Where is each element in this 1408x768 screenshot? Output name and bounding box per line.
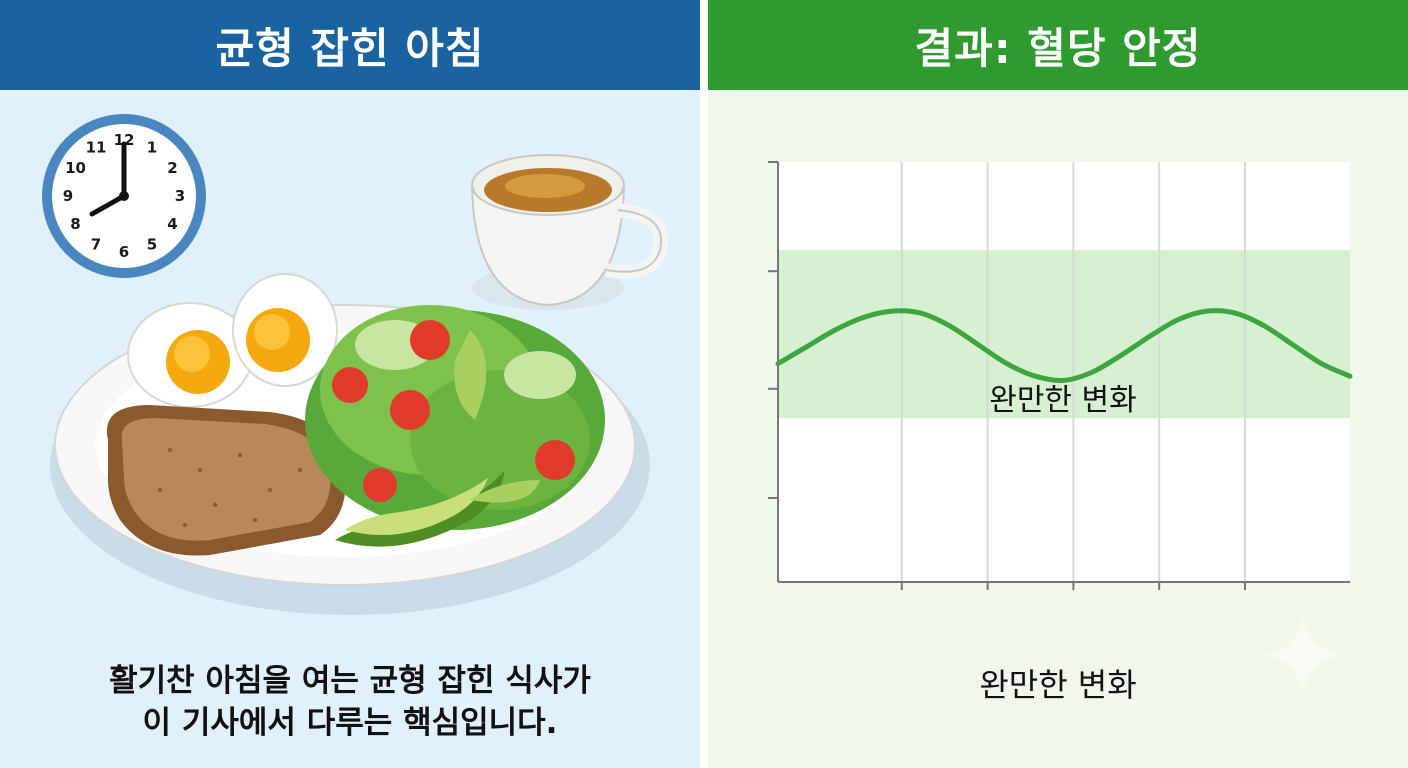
left-caption-line1: 활기찬 아침을 여는 균형 잡힌 식사가 xyxy=(109,663,591,699)
salad-icon xyxy=(305,305,605,547)
grid-lines xyxy=(900,162,1246,582)
right-panel: 결과: 혈당 안정 완만한 변화 완만한 변화 xyxy=(708,0,1408,768)
boiled-eggs-icon xyxy=(127,273,338,408)
stable-range-band xyxy=(778,250,1350,419)
right-title: 결과: 혈당 안정 xyxy=(914,23,1202,73)
left-panel: 균형 잡힌 아침 12 1 2 3 4 5 6 7 8 9 10 11 xyxy=(0,0,700,768)
blood-sugar-chart: 완만한 변화 xyxy=(768,161,1353,590)
clock-number: 3 xyxy=(175,187,185,205)
blood-sugar-line xyxy=(775,308,1353,384)
clock-number: 9 xyxy=(63,187,73,205)
clock-number: 1 xyxy=(147,139,157,157)
clock-number: 8 xyxy=(70,215,80,233)
tea-cup-icon xyxy=(470,154,669,310)
x-ticks xyxy=(900,582,1246,590)
clock-number: 5 xyxy=(147,236,157,254)
right-header: 결과: 혈당 안정 xyxy=(708,0,1408,90)
band-label: 완만한 변화 xyxy=(989,383,1137,418)
clock-number: 11 xyxy=(86,139,107,157)
clock-number: 2 xyxy=(167,159,177,177)
left-header: 균형 잡힌 아침 xyxy=(0,0,700,90)
clock-number: 12 xyxy=(114,131,135,149)
clock-number: 4 xyxy=(167,215,177,233)
y-ticks xyxy=(768,161,778,499)
toast-icon xyxy=(106,405,346,556)
left-title: 균형 잡힌 아침 xyxy=(215,23,485,73)
panel-divider xyxy=(700,0,708,768)
left-caption-line2: 이 기사에서 다루는 핵심입니다. xyxy=(142,705,558,741)
clock-number: 10 xyxy=(65,159,86,177)
clock-number: 7 xyxy=(91,236,101,254)
right-caption: 완만한 변화 xyxy=(979,666,1137,704)
clock-number: 6 xyxy=(119,243,129,261)
sparkle-icon xyxy=(1263,615,1343,695)
left-caption: 활기찬 아침을 여는 균형 잡힌 식사가 이 기사에서 다루는 핵심입니다. xyxy=(0,660,700,744)
